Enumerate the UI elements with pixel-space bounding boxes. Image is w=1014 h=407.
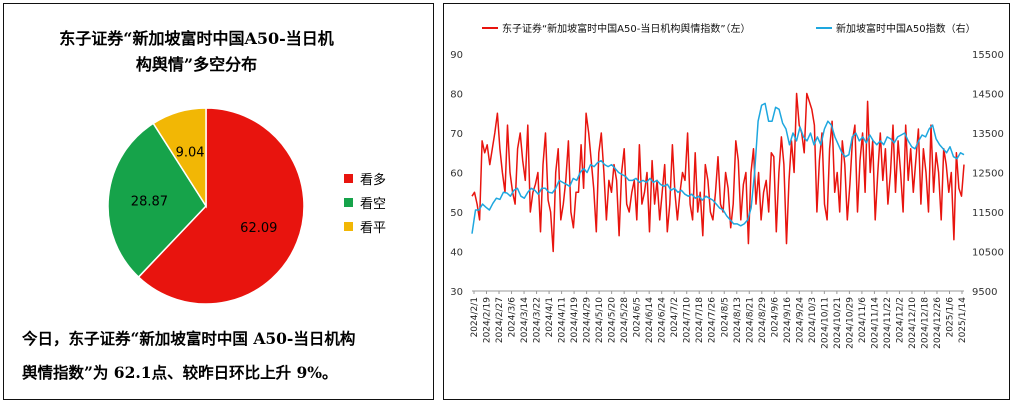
series-line-1 xyxy=(471,102,965,234)
legend-label-1: 新加坡富时中国A50指数（右） xyxy=(836,22,976,35)
right-axis-tick-4: 13500 xyxy=(972,129,1004,140)
summary-line2: 舆情指数”为 62.1点、较昨日环比上升 9%。 xyxy=(22,363,338,382)
series-line-0 xyxy=(471,92,965,253)
x-axis-tick-24: 2024/9/6 xyxy=(770,297,780,338)
pie-slice-2 xyxy=(152,107,207,209)
x-axis-tick-3: 2024/3/6 xyxy=(508,297,518,338)
pie-slice-1 xyxy=(107,122,207,279)
x-axis-tick-30: 2024/10/29 xyxy=(845,297,855,349)
x-axis-tick-34: 2024/12/2 xyxy=(895,297,905,343)
left-axis-tick-0: 30 xyxy=(450,287,463,298)
x-axis-tick-5: 2024/3/22 xyxy=(533,297,543,343)
right-axis-tick-5: 14500 xyxy=(972,90,1004,101)
x-axis-tick-27: 2024/10/3 xyxy=(808,297,818,343)
x-axis-tick-8: 2024/4/19 xyxy=(570,297,580,343)
dual-axis-line-chart: 30 40 50 60 70 80 90 9500 10500 11500 12500 13500 14… xyxy=(450,22,1004,349)
x-axis-tick-11: 2024/5/20 xyxy=(608,297,618,343)
x-axis-tick-31: 2024/11/6 xyxy=(858,297,868,343)
x-axis-tick-10: 2024/5/10 xyxy=(595,297,605,343)
x-axis-tick-32: 2024/11/14 xyxy=(870,297,880,349)
x-axis-tick-7: 2024/4/11 xyxy=(558,297,568,343)
legend-swatch-1 xyxy=(344,198,353,207)
x-axis-tick-21: 2024/8/13 xyxy=(733,297,743,343)
x-axis-tick-28: 2024/10/11 xyxy=(820,297,830,349)
x-axis-tick-1: 2024/2/19 xyxy=(483,297,493,343)
pie-data-label-2: 9.04 xyxy=(176,145,205,160)
left-axis-tick-1: 40 xyxy=(450,248,463,259)
left-axis-tick-2: 50 xyxy=(450,208,463,219)
x-axis-tick-39: 2025/1/14 xyxy=(958,297,968,343)
x-axis-tick-16: 2024/7/2 xyxy=(670,297,680,337)
x-axis-tick-36: 2024/12/18 xyxy=(920,297,930,349)
left-axis-tick-5: 80 xyxy=(450,90,463,101)
x-axis-tick-22: 2024/8/21 xyxy=(745,297,755,343)
left-axis-tick-4: 70 xyxy=(450,129,463,140)
legend-swatch-2 xyxy=(344,222,353,231)
pie-slice-0 xyxy=(137,107,305,305)
legend-label-0: 东子证券“新加坡富时中国A50-当日机构舆情指数”（左） xyxy=(502,22,751,35)
x-axis-tick-35: 2024/12/10 xyxy=(908,297,918,349)
x-axis-tick-13: 2024/6/5 xyxy=(633,297,643,337)
legend-swatch-0 xyxy=(344,174,353,183)
x-axis-tick-19: 2024/7/26 xyxy=(708,297,718,343)
x-axis-tick-23: 2024/8/29 xyxy=(758,297,768,343)
pie-data-label-0: 62.09 xyxy=(240,221,277,236)
x-axis-tick-14: 2024/6/14 xyxy=(645,297,655,343)
legend-label-1: 看空 xyxy=(360,196,386,212)
legend-label-2: 看平 xyxy=(360,220,386,236)
right-axis-tick-0: 9500 xyxy=(972,287,997,298)
x-axis-tick-29: 2024/10/21 xyxy=(833,297,843,349)
x-axis-tick-33: 2024/11/22 xyxy=(883,297,893,349)
pie-title-line1: 东子证券“新加坡富时中国A50-当日机 xyxy=(59,29,334,48)
left-axis-tick-3: 60 xyxy=(450,169,463,180)
pie-panel: 东子证券“新加坡富时中国A50-当日机 构舆情”多空分布 62.09 28.87 9… xyxy=(3,3,434,400)
pie-data-label-1: 28.87 xyxy=(131,195,168,210)
x-axis-tick-37: 2024/12/26 xyxy=(933,297,943,349)
x-axis-tick-26: 2024/9/24 xyxy=(795,297,805,343)
x-axis-tick-38: 2025/1/6 xyxy=(945,297,955,338)
right-axis-tick-3: 12500 xyxy=(972,169,1004,180)
line-panel: 30 40 50 60 70 80 90 9500 10500 11500 12500 13500 14… xyxy=(443,3,1010,400)
x-axis-tick-25: 2024/9/16 xyxy=(783,297,793,343)
x-axis-tick-12: 2024/5/28 xyxy=(620,297,630,343)
legend-label-0: 看多 xyxy=(360,172,386,188)
pie-title: 东子证券“新加坡富时中国A50-当日机 构舆情”多空分布 xyxy=(24,26,369,78)
summary-line1: 今日，东子证券“新加坡富时中国 A50-当日机构 xyxy=(22,329,356,348)
x-axis-tick-18: 2024/7/18 xyxy=(695,297,705,343)
right-axis-tick-6: 15500 xyxy=(972,50,1004,61)
x-axis-tick-17: 2024/7/10 xyxy=(683,297,693,343)
x-axis-tick-9: 2024/4/29 xyxy=(583,297,593,343)
right-axis-tick-1: 10500 xyxy=(972,248,1004,259)
x-axis-tick-20: 2024/8/5 xyxy=(720,297,730,337)
x-axis-tick-4: 2024/3/14 xyxy=(520,297,530,343)
pie-title-line2: 构舆情”多空分布 xyxy=(135,55,258,74)
x-axis-tick-2: 2024/2/27 xyxy=(495,297,505,343)
left-axis-tick-6: 90 xyxy=(450,50,463,61)
summary-text: 今日，东子证券“新加坡富时中国 A50-当日机构 舆情指数”为 62.1点、较昨… xyxy=(22,322,427,390)
right-axis-tick-2: 11500 xyxy=(972,208,1004,219)
x-axis-tick-6: 2024/4/1 xyxy=(545,297,555,337)
x-axis-tick-15: 2024/6/24 xyxy=(658,297,668,343)
x-axis-tick-0: 2024/2/1 xyxy=(470,297,480,337)
